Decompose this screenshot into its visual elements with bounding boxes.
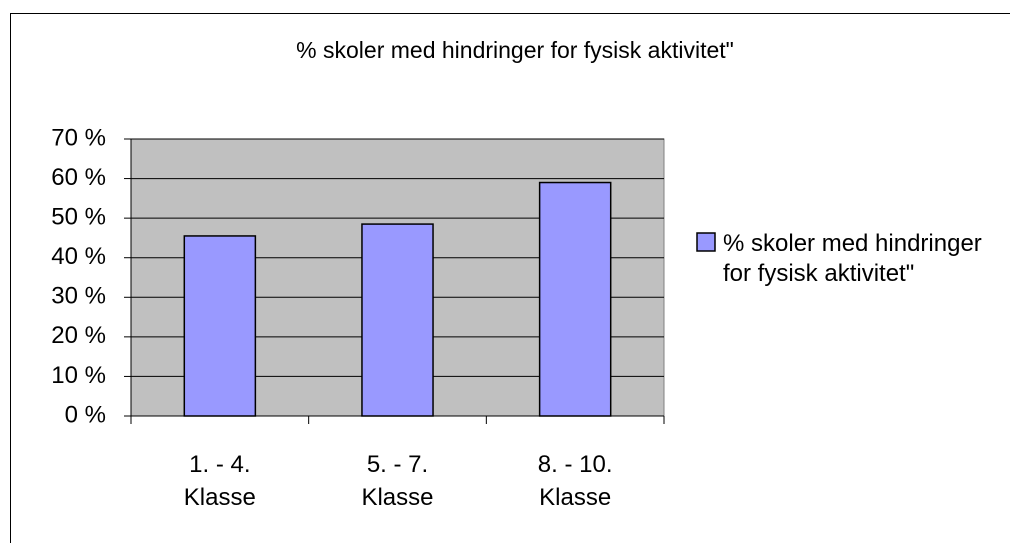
y-tick-label: 10 % — [51, 362, 106, 389]
bar — [538, 181, 612, 417]
bar — [361, 223, 434, 417]
y-tick-label: 20 % — [51, 322, 106, 349]
bar — [183, 235, 257, 417]
x-tick-label: 8. - 10. Klasse — [537, 451, 613, 511]
y-tick-label: 70 % — [51, 124, 106, 151]
y-tick-label: 50 % — [51, 203, 106, 230]
y-tick-label: 30 % — [51, 283, 106, 310]
legend-label: % skoler med hindringer for fysisk aktiv… — [723, 230, 982, 287]
y-tick-label: 0 % — [65, 401, 106, 428]
y-tick-label: 60 % — [51, 164, 106, 191]
y-tick-label: 40 % — [51, 243, 106, 270]
x-tick-label: 5. - 7. Klasse — [361, 451, 434, 511]
legend-swatch — [696, 232, 716, 252]
chart-title: % skoler med hindringer for fysisk aktiv… — [296, 37, 734, 63]
x-tick-label: 1. - 4. Klasse — [183, 451, 256, 511]
